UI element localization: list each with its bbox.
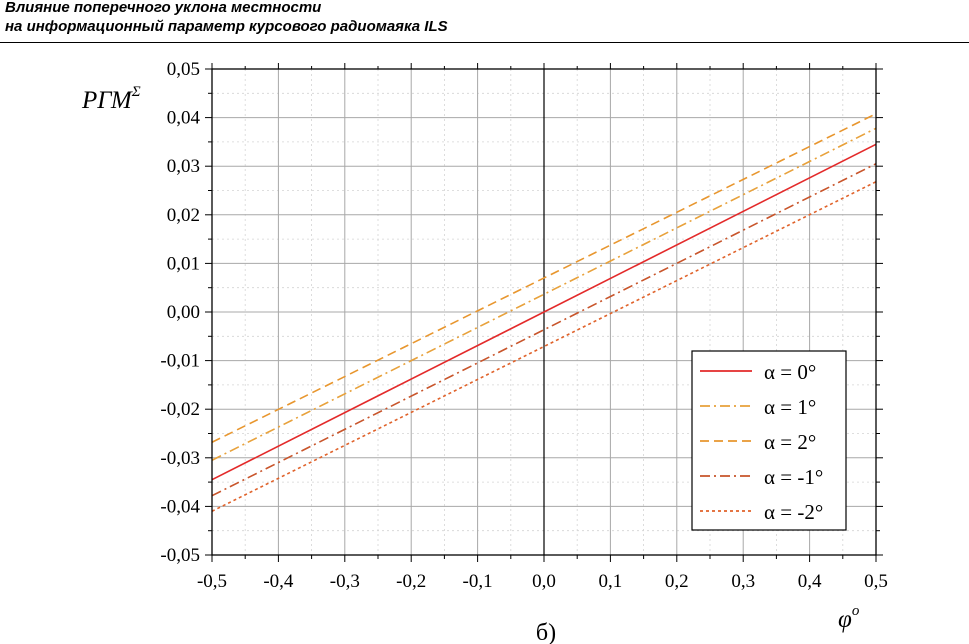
x-tick-label: -0,1 (463, 571, 493, 592)
y-tick-label: -0,03 (160, 448, 200, 469)
y-axis-label: РГМΣ (81, 84, 141, 114)
x-tick-label: 0,2 (665, 571, 689, 592)
y-tick-label: 0,03 (167, 156, 200, 177)
header-title-line-2: на информационный параметр курсового рад… (5, 18, 448, 35)
y-tick-label: -0,01 (160, 351, 200, 372)
legend-label-4: α = -1° (764, 465, 823, 489)
legend-label-3: α = 2° (764, 430, 816, 454)
y-tick-label: 0,02 (167, 205, 200, 226)
x-tick-label: -0,4 (263, 571, 294, 592)
y-tick-label: 0,01 (167, 253, 200, 274)
x-tick-label: 0,3 (731, 571, 755, 592)
legend-label-2: α = 1° (764, 395, 816, 419)
y-tick-label: -0,04 (160, 496, 200, 517)
y-tick-label: -0,05 (160, 545, 200, 566)
series-line-1 (211, 143, 877, 481)
y-axis-tick-labels: -0,05 -0,04 -0,03 -0,02 -0,01 0,00 0,01 0,02 0,0… (160, 59, 200, 566)
x-tick-label: 0,5 (864, 571, 888, 592)
series-lines (211, 112, 877, 512)
figure-caption: б) (536, 620, 556, 644)
series-line-3 (211, 112, 877, 443)
header-title-line-1: Влияние поперечного уклона местности (5, 0, 322, 16)
x-tick-label: -0,3 (330, 571, 360, 592)
y-tick-label: -0,02 (160, 399, 200, 420)
legend: α = 0° α = 1° α = 2° α = -1° α = -2° (691, 350, 847, 531)
page-header: Влияние поперечного уклона местности на … (5, 0, 969, 36)
legend-label-5: α = -2° (764, 500, 823, 524)
series-line-2 (211, 127, 877, 461)
y-tick-label: 0,00 (167, 302, 200, 323)
y-tick-label: 0,04 (167, 108, 201, 129)
x-tick-label: 0,0 (532, 571, 556, 592)
x-tick-label: -0,2 (396, 571, 426, 592)
x-axis-label: φо (838, 603, 860, 633)
axis-ticks (205, 63, 883, 562)
header-divider (0, 42, 969, 43)
x-tick-label: -0,5 (197, 571, 227, 592)
y-tick-label: 0,05 (167, 59, 200, 80)
x-tick-label: 0,4 (798, 571, 822, 592)
x-axis-tick-labels: -0,5 -0,4 -0,3 -0,2 -0,1 0,0 0,1 0,2 0,3 0,4 0,5 (197, 571, 888, 592)
series-line-4 (211, 163, 877, 497)
x-tick-label: 0,1 (599, 571, 623, 592)
legend-label-1: α = 0° (764, 360, 816, 384)
